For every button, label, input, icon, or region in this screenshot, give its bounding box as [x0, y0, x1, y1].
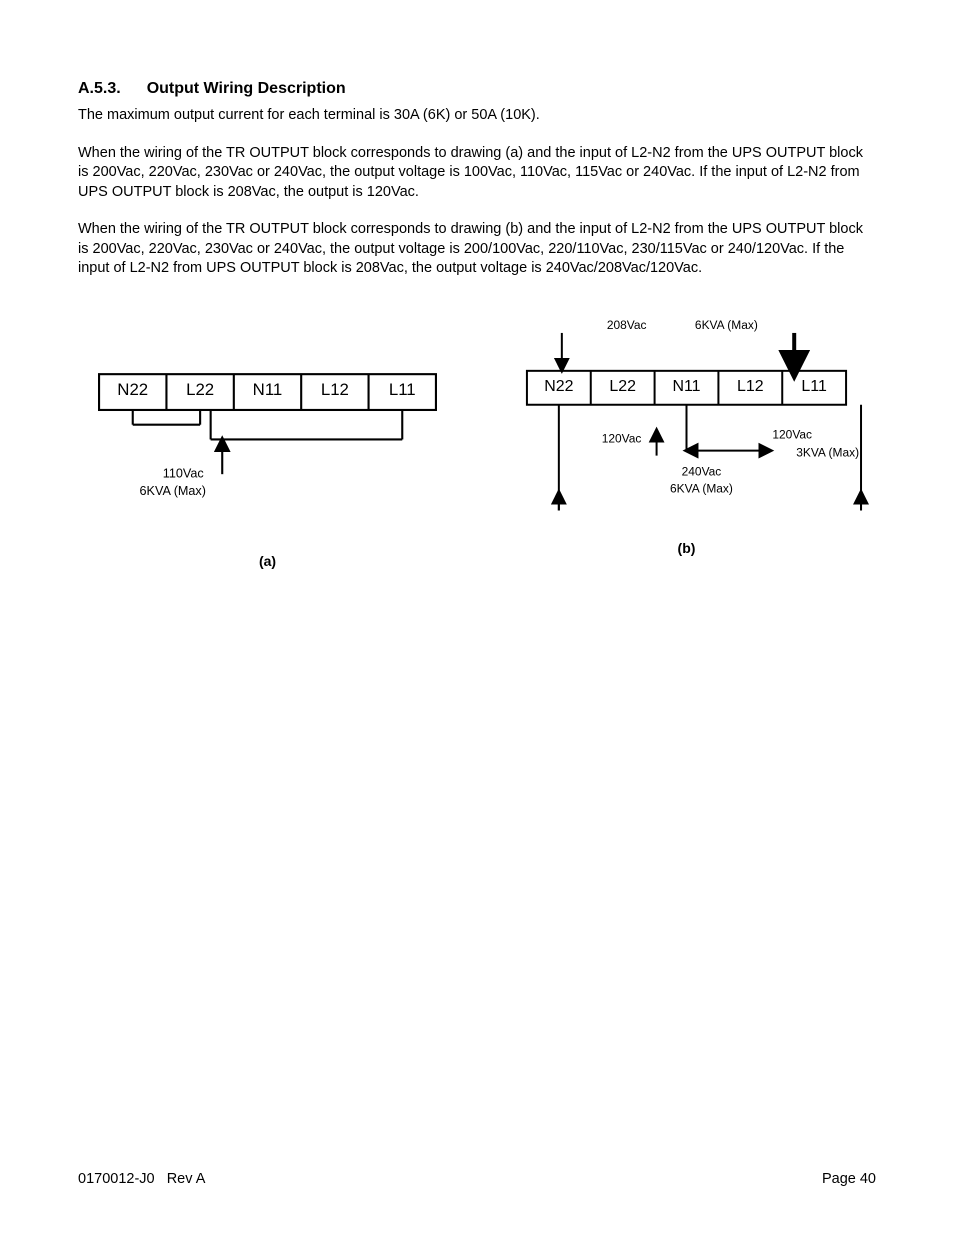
term-a-0: N22: [117, 380, 148, 399]
diagram-b-kva-right: 3KVA (Max): [796, 446, 859, 460]
diagram-b-top-left: 208Vac: [607, 318, 647, 332]
term-a-1: L22: [186, 380, 214, 399]
diagram-b-120-right: 120Vac: [772, 428, 812, 442]
term-b-4: L11: [801, 378, 827, 395]
diagram-b-top-right: 6KVA (Max): [695, 318, 758, 332]
paragraph-2: When the wiring of the TR OUTPUT block c…: [78, 144, 876, 203]
section-heading: A.5.3. Output Wiring Description: [78, 80, 876, 98]
diagram-b: 208Vac 6KVA (Max) N22 L22 N11 L12 L11: [497, 311, 876, 530]
diagram-a-kva: 6KVA (Max): [140, 484, 206, 498]
diagram-a-caption: (a): [259, 553, 276, 569]
term-b-0: N22: [544, 378, 573, 395]
diagram-b-240: 240Vac: [682, 464, 722, 478]
footer-rev: Rev A: [167, 1171, 206, 1187]
diagram-b-column: 208Vac 6KVA (Max) N22 L22 N11 L12 L11: [497, 311, 876, 569]
term-b-1: L22: [609, 378, 636, 395]
diagram-b-kva-bottom: 6KVA (Max): [670, 481, 733, 495]
paragraph-3: When the wiring of the TR OUTPUT block c…: [78, 220, 876, 279]
diagram-a-voltage: 110Vac: [163, 466, 204, 480]
term-b-3: L12: [737, 378, 764, 395]
footer-page: Page 40: [822, 1171, 876, 1187]
diagram-a: N22 L22 N11 L12 L11 110Vac 6KVA (Max): [78, 311, 457, 543]
term-a-2: N11: [253, 380, 283, 399]
diagram-a-column: N22 L22 N11 L12 L11 110Vac 6KVA (Max) (a: [78, 311, 457, 569]
footer-doc-id: 0170012-J0: [78, 1171, 155, 1187]
footer-left: 0170012-J0 Rev A: [78, 1171, 205, 1187]
diagram-b-caption: (b): [678, 540, 696, 556]
diagram-b-120-left: 120Vac: [602, 432, 642, 446]
term-a-3: L12: [321, 380, 349, 399]
section-title: Output Wiring Description: [147, 80, 346, 97]
diagrams-row: N22 L22 N11 L12 L11 110Vac 6KVA (Max) (a: [78, 311, 876, 569]
term-b-2: N11: [672, 378, 700, 395]
term-a-4: L11: [389, 380, 416, 399]
section-number: A.5.3.: [78, 80, 121, 98]
page-footer: 0170012-J0 Rev A Page 40: [78, 1171, 876, 1187]
paragraph-1: The maximum output current for each term…: [78, 106, 876, 126]
